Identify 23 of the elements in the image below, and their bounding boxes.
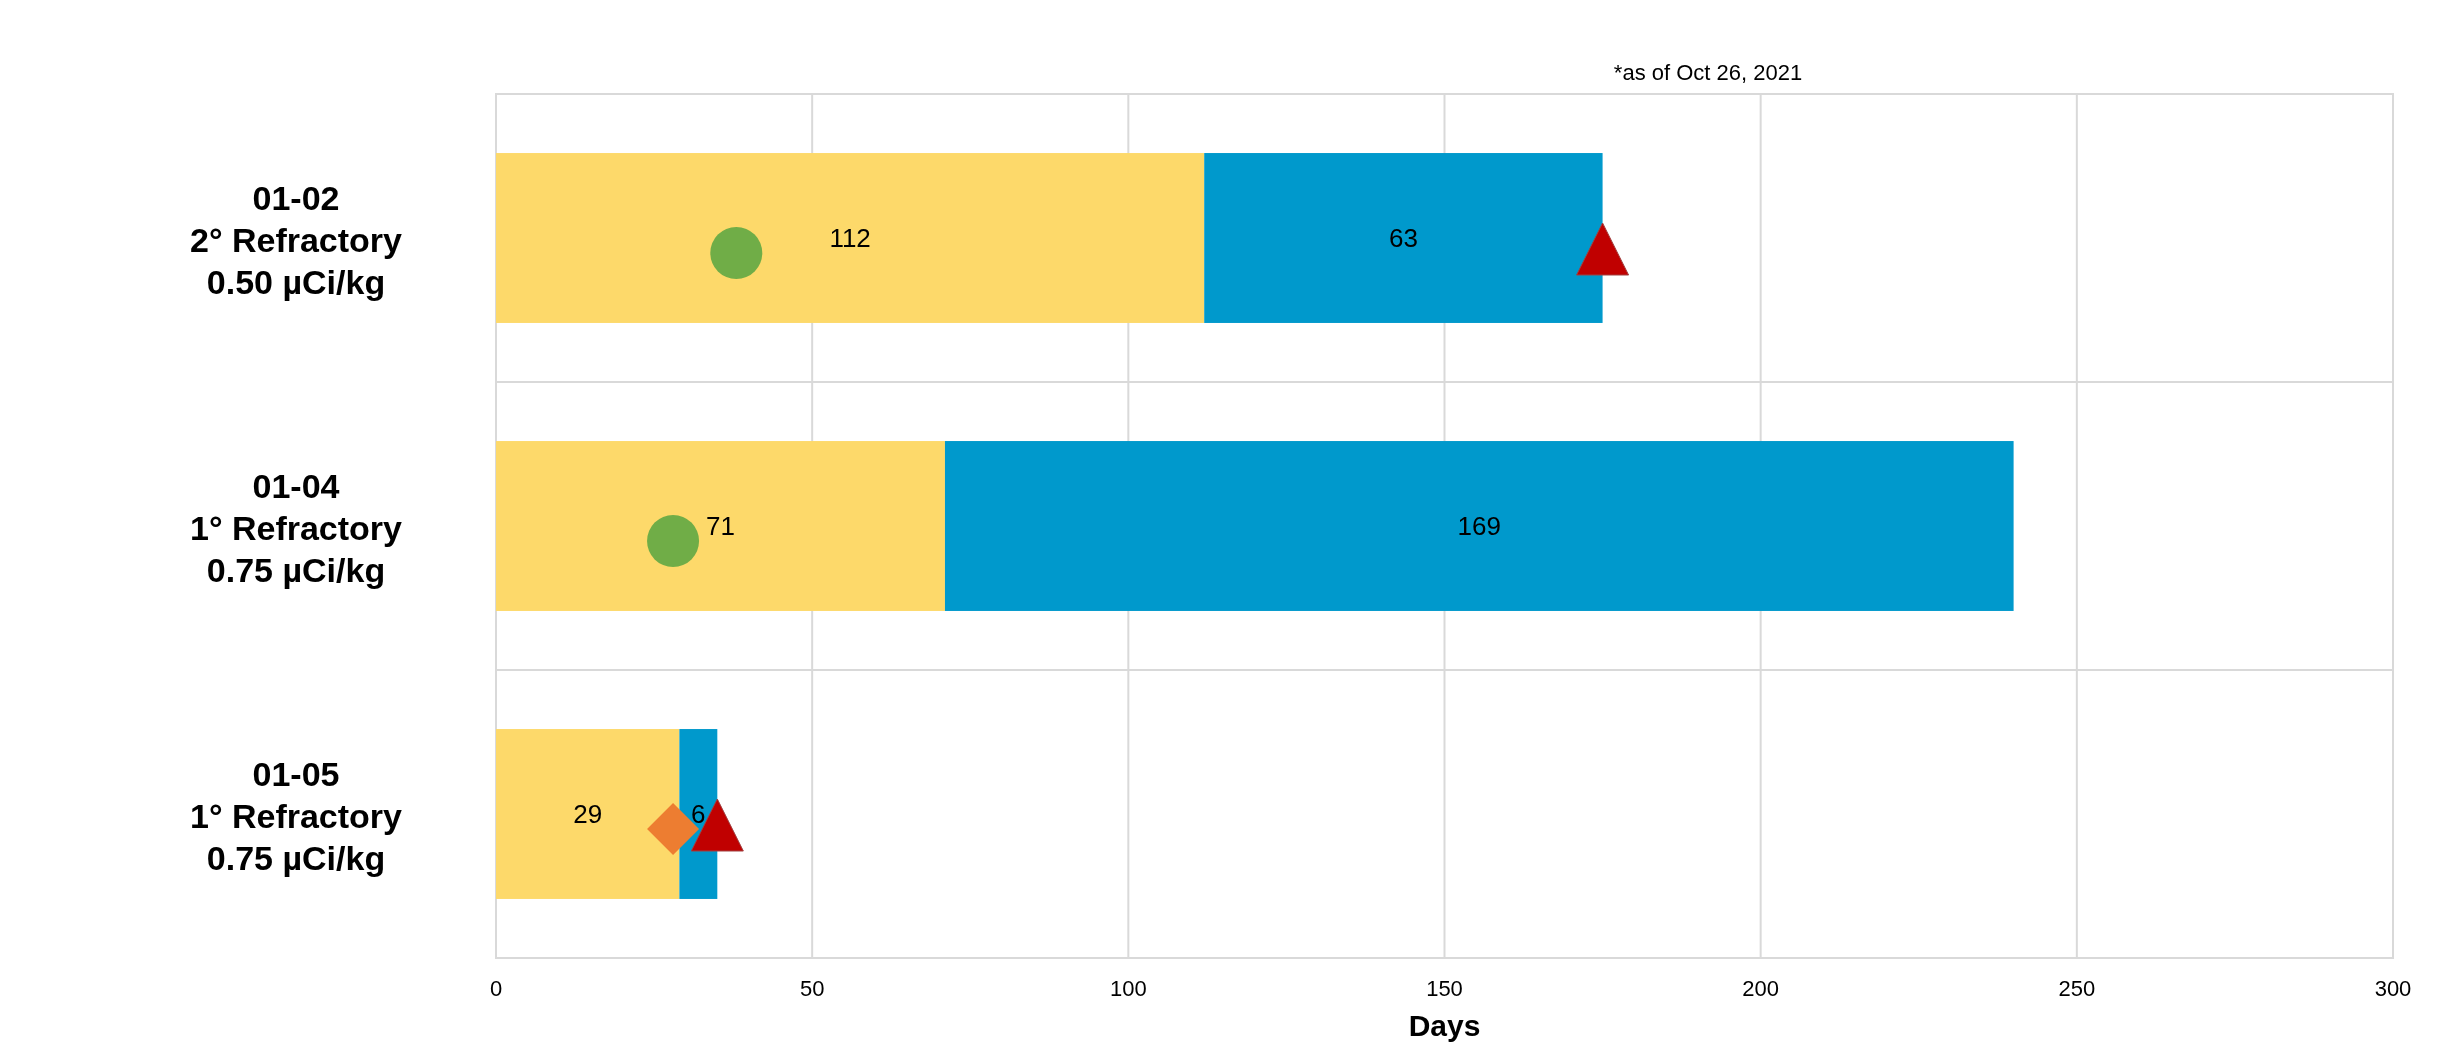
y-tick-label: 01-05 1° Refractory 0.75 µCi/kg — [189, 754, 403, 877]
x-axis-title: Days — [1408, 1009, 1481, 1042]
bar — [496, 441, 945, 611]
data-label: 29 — [573, 799, 603, 830]
text: *as of Oct 26, 2021 — [1613, 60, 1803, 85]
x-tick-label: 150 — [1426, 976, 1463, 1001]
data-label: 71 — [706, 511, 735, 542]
data-label: 112 — [829, 223, 871, 254]
y-tick-label: 01-02 2° Refractory 0.50 µCi/kg — [189, 178, 403, 301]
x-tick-label: 0 — [489, 976, 503, 1001]
x-tick-label: 300 — [2374, 976, 2412, 1001]
bar — [496, 153, 1205, 323]
bar — [496, 729, 680, 899]
y-tick-label: 01-04 1° Refractory 0.75 µCi/kg — [189, 466, 403, 589]
x-tick-label: 100 — [1109, 976, 1147, 1001]
data-label: 169 — [1457, 511, 1501, 542]
bar — [1204, 153, 1603, 323]
data-label: 6 — [691, 799, 706, 830]
x-tick-label: 50 — [799, 976, 825, 1001]
bar — [944, 441, 2014, 611]
data-label: 63 — [1388, 223, 1418, 254]
x-tick-label: 200 — [1742, 976, 1780, 1001]
x-tick-label: 250 — [2058, 976, 2096, 1001]
